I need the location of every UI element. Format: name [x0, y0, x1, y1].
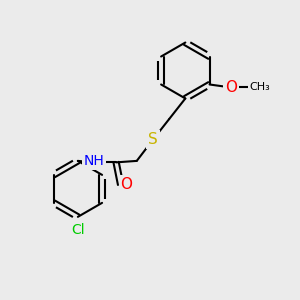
Text: O: O — [225, 80, 237, 95]
Text: O: O — [120, 177, 132, 192]
Text: NH: NH — [84, 154, 104, 168]
Text: CH₃: CH₃ — [250, 82, 271, 92]
Text: Cl: Cl — [71, 223, 85, 237]
Text: S: S — [148, 132, 158, 147]
